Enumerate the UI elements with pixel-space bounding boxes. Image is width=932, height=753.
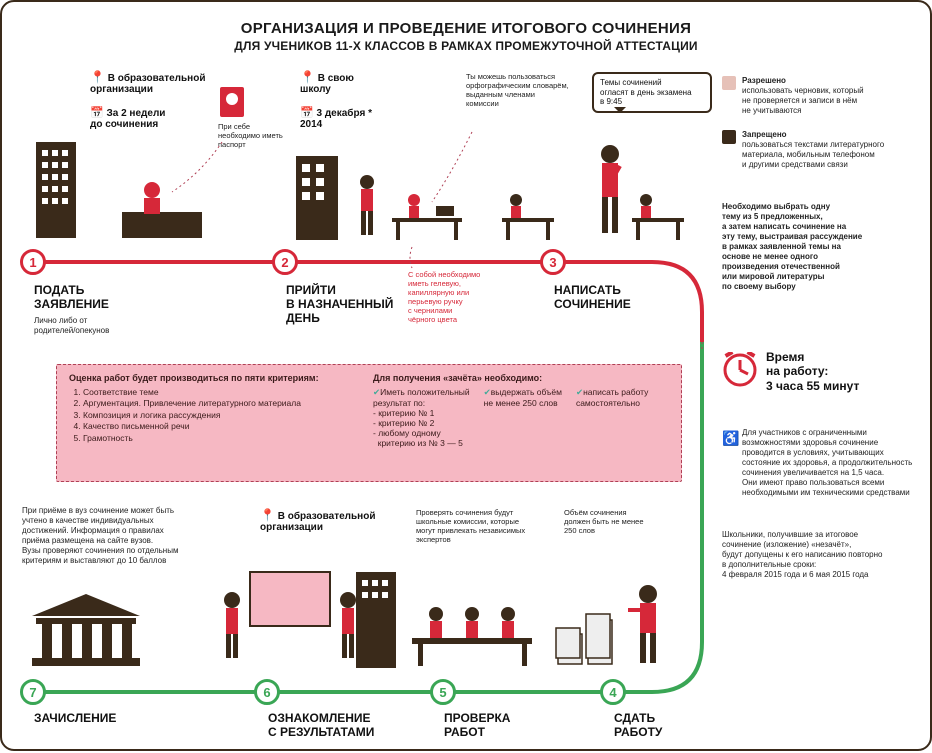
clock-icon	[722, 352, 758, 388]
retake-text: Школьники, получившие за итоговое сочине…	[722, 530, 922, 580]
time-label: Время на работу:	[766, 350, 859, 379]
step-2-number: 2	[272, 249, 298, 275]
step-3-title: НАПИСАТЬ СОЧИНЕНИЕ	[554, 284, 631, 312]
students-desks-icon	[502, 192, 702, 242]
speech-bubble: Темы сочинений огласят в день экзамена в…	[592, 72, 712, 113]
calendar-icon: 📅	[300, 107, 314, 119]
student-walking-icon	[352, 172, 382, 242]
calendar-icon: 📅	[90, 107, 104, 119]
disabled-text: Для участников с ограниченными возможнос…	[742, 428, 922, 498]
step2-note: С собой необходимо иметь гелевую, капилл…	[408, 270, 504, 324]
step-2-title: ПРИЙТИ В НАЗНАЧЕННЫЙ ДЕНЬ	[286, 284, 393, 325]
step-6-title: ОЗНАКОМЛЕНИЕ С РЕЗУЛЬТАТАМИ	[268, 712, 374, 740]
page-subtitle: ДЛЯ УЧЕНИКОВ 11-Х КЛАССОВ В РАМКАХ ПРОМЕ…	[2, 39, 930, 53]
step-7-number: 7	[20, 679, 46, 705]
step-7-title: ЗАЧИСЛЕНИЕ	[34, 712, 116, 726]
step-3-number: 3	[540, 249, 566, 275]
passport-icon	[220, 87, 244, 117]
allowed-swatch	[722, 76, 736, 90]
step-1-number: 1	[20, 249, 46, 275]
building-icon	[30, 132, 86, 242]
criteria-box: Оценка работ будет производиться по пяти…	[56, 364, 682, 482]
task-text: Необходимо выбрать одну тему из 5 предло…	[722, 202, 922, 292]
allowed-text: использовать черновик, который не провер…	[742, 86, 864, 116]
paper-stacks-icon	[554, 584, 624, 670]
forbidden-swatch	[722, 130, 736, 144]
step-4-title: СДАТЬ РАБОТУ	[614, 712, 662, 740]
building-icon	[354, 570, 398, 670]
step3-annot1: Ты можешь пользоваться орфографическим с…	[466, 72, 576, 108]
pin-icon: 📍	[300, 70, 315, 84]
step7-annot: При приёме в вуз сочинение может быть уч…	[22, 506, 202, 566]
step-1-title: ПОДАТЬ ЗАЯВЛЕНИЕ	[34, 284, 109, 312]
forbidden-heading: Запрещено	[742, 130, 884, 140]
step1-pin: В образовательной организации	[90, 73, 205, 95]
step5-annot: Проверять сочинения будут школьные комис…	[416, 508, 546, 544]
step4-annot: Объём сочинения должен быть не менее 250…	[564, 508, 664, 535]
speech-text: Темы сочинений огласят в день экзамена в…	[600, 78, 692, 106]
criteria-heading: Оценка работ будет производиться по пяти…	[69, 373, 349, 383]
pin-icon: 📍	[90, 70, 105, 84]
step-5-number: 5	[430, 679, 456, 705]
wheelchair-icon: ♿	[722, 430, 739, 447]
receptionist-icon	[122, 172, 212, 242]
school-building-icon	[292, 152, 344, 242]
desk-books-icon	[392, 192, 472, 242]
step6-pin: В образовательной организации	[260, 511, 375, 533]
allowed-heading: Разрешено	[742, 76, 864, 86]
time-value: 3 часа 55 минут	[766, 379, 859, 393]
commission-table-icon	[412, 602, 542, 670]
university-icon	[26, 590, 146, 670]
pin-icon: 📍	[260, 508, 275, 522]
forbidden-text: пользоваться текстами литературного мате…	[742, 140, 884, 170]
step-1-sub: Лично либо от родителей/опекунов	[34, 316, 109, 335]
step-5-title: ПРОВЕРКА РАБОТ	[444, 712, 510, 740]
page-title: ОРГАНИЗАЦИЯ И ПРОВЕДЕНИЕ ИТОГОВОГО СОЧИН…	[2, 20, 930, 37]
step-4-number: 4	[600, 679, 626, 705]
step1-note: При себе необходимо иметь паспорт	[218, 122, 288, 149]
requirements-heading: Для получения «зачёта» необходимо:	[373, 373, 673, 383]
step-6-number: 6	[254, 679, 280, 705]
criteria-list: Соответствие теме Аргументация. Привлече…	[83, 387, 349, 444]
results-board-icon	[212, 562, 372, 670]
student-submitting-icon	[628, 582, 668, 670]
